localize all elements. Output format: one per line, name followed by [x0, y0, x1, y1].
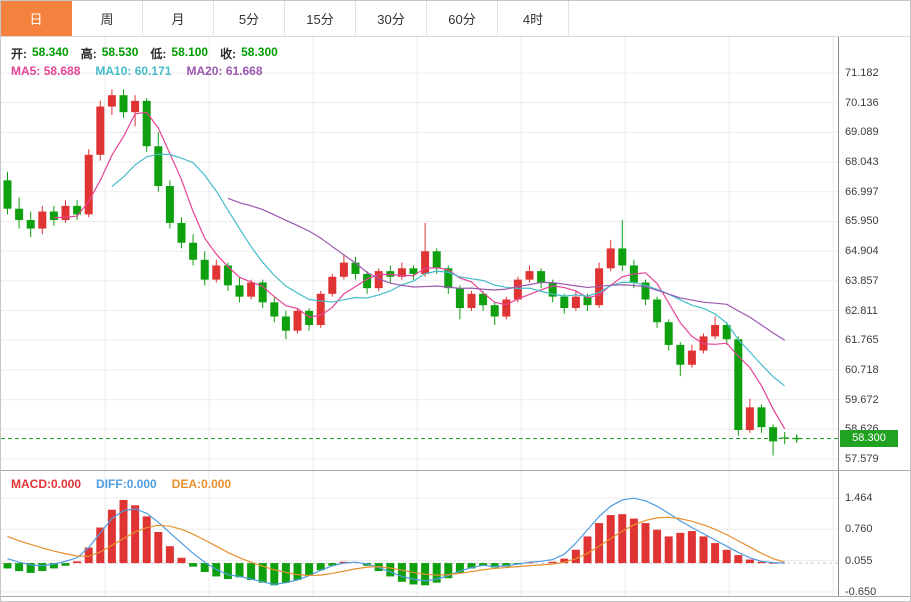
price-tick: 57.579 — [845, 453, 879, 465]
low-label: 低: — [150, 47, 167, 61]
tab-15min[interactable]: 15分 — [285, 1, 356, 36]
price-tick: 66.997 — [845, 185, 879, 198]
macd-tick: -0.650 — [845, 586, 877, 598]
ma5-value: 58.688 — [43, 64, 81, 78]
macd-label: MACD: — [11, 477, 51, 491]
main-chart-panel: 开: 58.340 高: 58.530 低: 58.100 收: 58.300 … — [1, 37, 910, 471]
price-tick: 68.043 — [845, 156, 879, 169]
tab-60min[interactable]: 60分 — [427, 1, 498, 36]
close-label: 收: — [220, 47, 237, 61]
tab-week[interactable]: 周 — [72, 1, 143, 36]
price-tick: 65.950 — [845, 215, 879, 228]
price-tick: 61.765 — [845, 334, 879, 347]
price-tick: 69.089 — [845, 126, 879, 139]
ma-readout: MA5: 58.688 MA10: 60.171 MA20: 61.668 — [11, 64, 273, 78]
last-price-badge: 58.300 — [840, 429, 898, 447]
tab-day[interactable]: 日 — [1, 1, 72, 36]
price-tick: 64.904 — [845, 245, 879, 258]
close-value: 58.300 — [241, 45, 278, 59]
tab-30min[interactable]: 30分 — [356, 1, 427, 36]
ma20-value: 61.668 — [225, 64, 263, 78]
ma20-label: MA20: — [186, 64, 223, 78]
macd-tick: 0.055 — [845, 554, 873, 567]
macd-value: 0.000 — [51, 477, 82, 491]
open-value: 58.340 — [32, 45, 69, 59]
macd-tick: 1.464 — [845, 492, 873, 504]
macd-readout: MACD:0.000 DIFF:0.000 DEA:0.000 — [11, 477, 241, 491]
dea-value: 0.000 — [201, 477, 232, 491]
macd-tick: 0.760 — [845, 523, 873, 536]
dea-label: DEA: — [171, 477, 202, 491]
diff-label: DIFF: — [96, 477, 127, 491]
ma10-value: 60.171 — [134, 64, 172, 78]
high-label: 高: — [80, 47, 97, 61]
tab-4hour[interactable]: 4时 — [498, 1, 569, 36]
ma5-label: MA5: — [11, 64, 41, 78]
high-value: 58.530 — [101, 45, 139, 59]
price-tick: 59.672 — [845, 393, 879, 406]
low-value: 58.100 — [171, 45, 209, 59]
macd-value-axis: 1.464 0.760 0.055 -0.650 — [838, 471, 910, 598]
price-tick: 60.718 — [845, 363, 879, 376]
diff-value: 0.000 — [126, 477, 157, 491]
price-axis: 58.300 71.182 70.136 69.089 68.043 66.997 65.… — [838, 37, 910, 470]
macd-panel: MACD:0.000 DIFF:0.000 DEA:0.000 1.464 0.7… — [1, 471, 910, 598]
price-tick: 62.811 — [845, 304, 878, 317]
ohlc-readout: 开: 58.340 高: 58.530 低: 58.100 收: 58.300 — [11, 45, 285, 62]
tab-month[interactable]: 月 — [143, 1, 214, 36]
tab-5min[interactable]: 5分 — [214, 1, 285, 36]
price-tick: 71.182 — [845, 67, 879, 79]
period-toolbar: 日周月 5分 15分 30分 60分 4时 — [1, 1, 910, 37]
candlestick-chart[interactable] — [1, 37, 840, 470]
open-label: 开: — [11, 47, 27, 61]
price-tick: 63.857 — [845, 274, 879, 287]
macd-chart[interactable] — [1, 471, 840, 596]
price-tick: 70.136 — [845, 96, 879, 109]
ma10-label: MA10: — [95, 64, 132, 78]
